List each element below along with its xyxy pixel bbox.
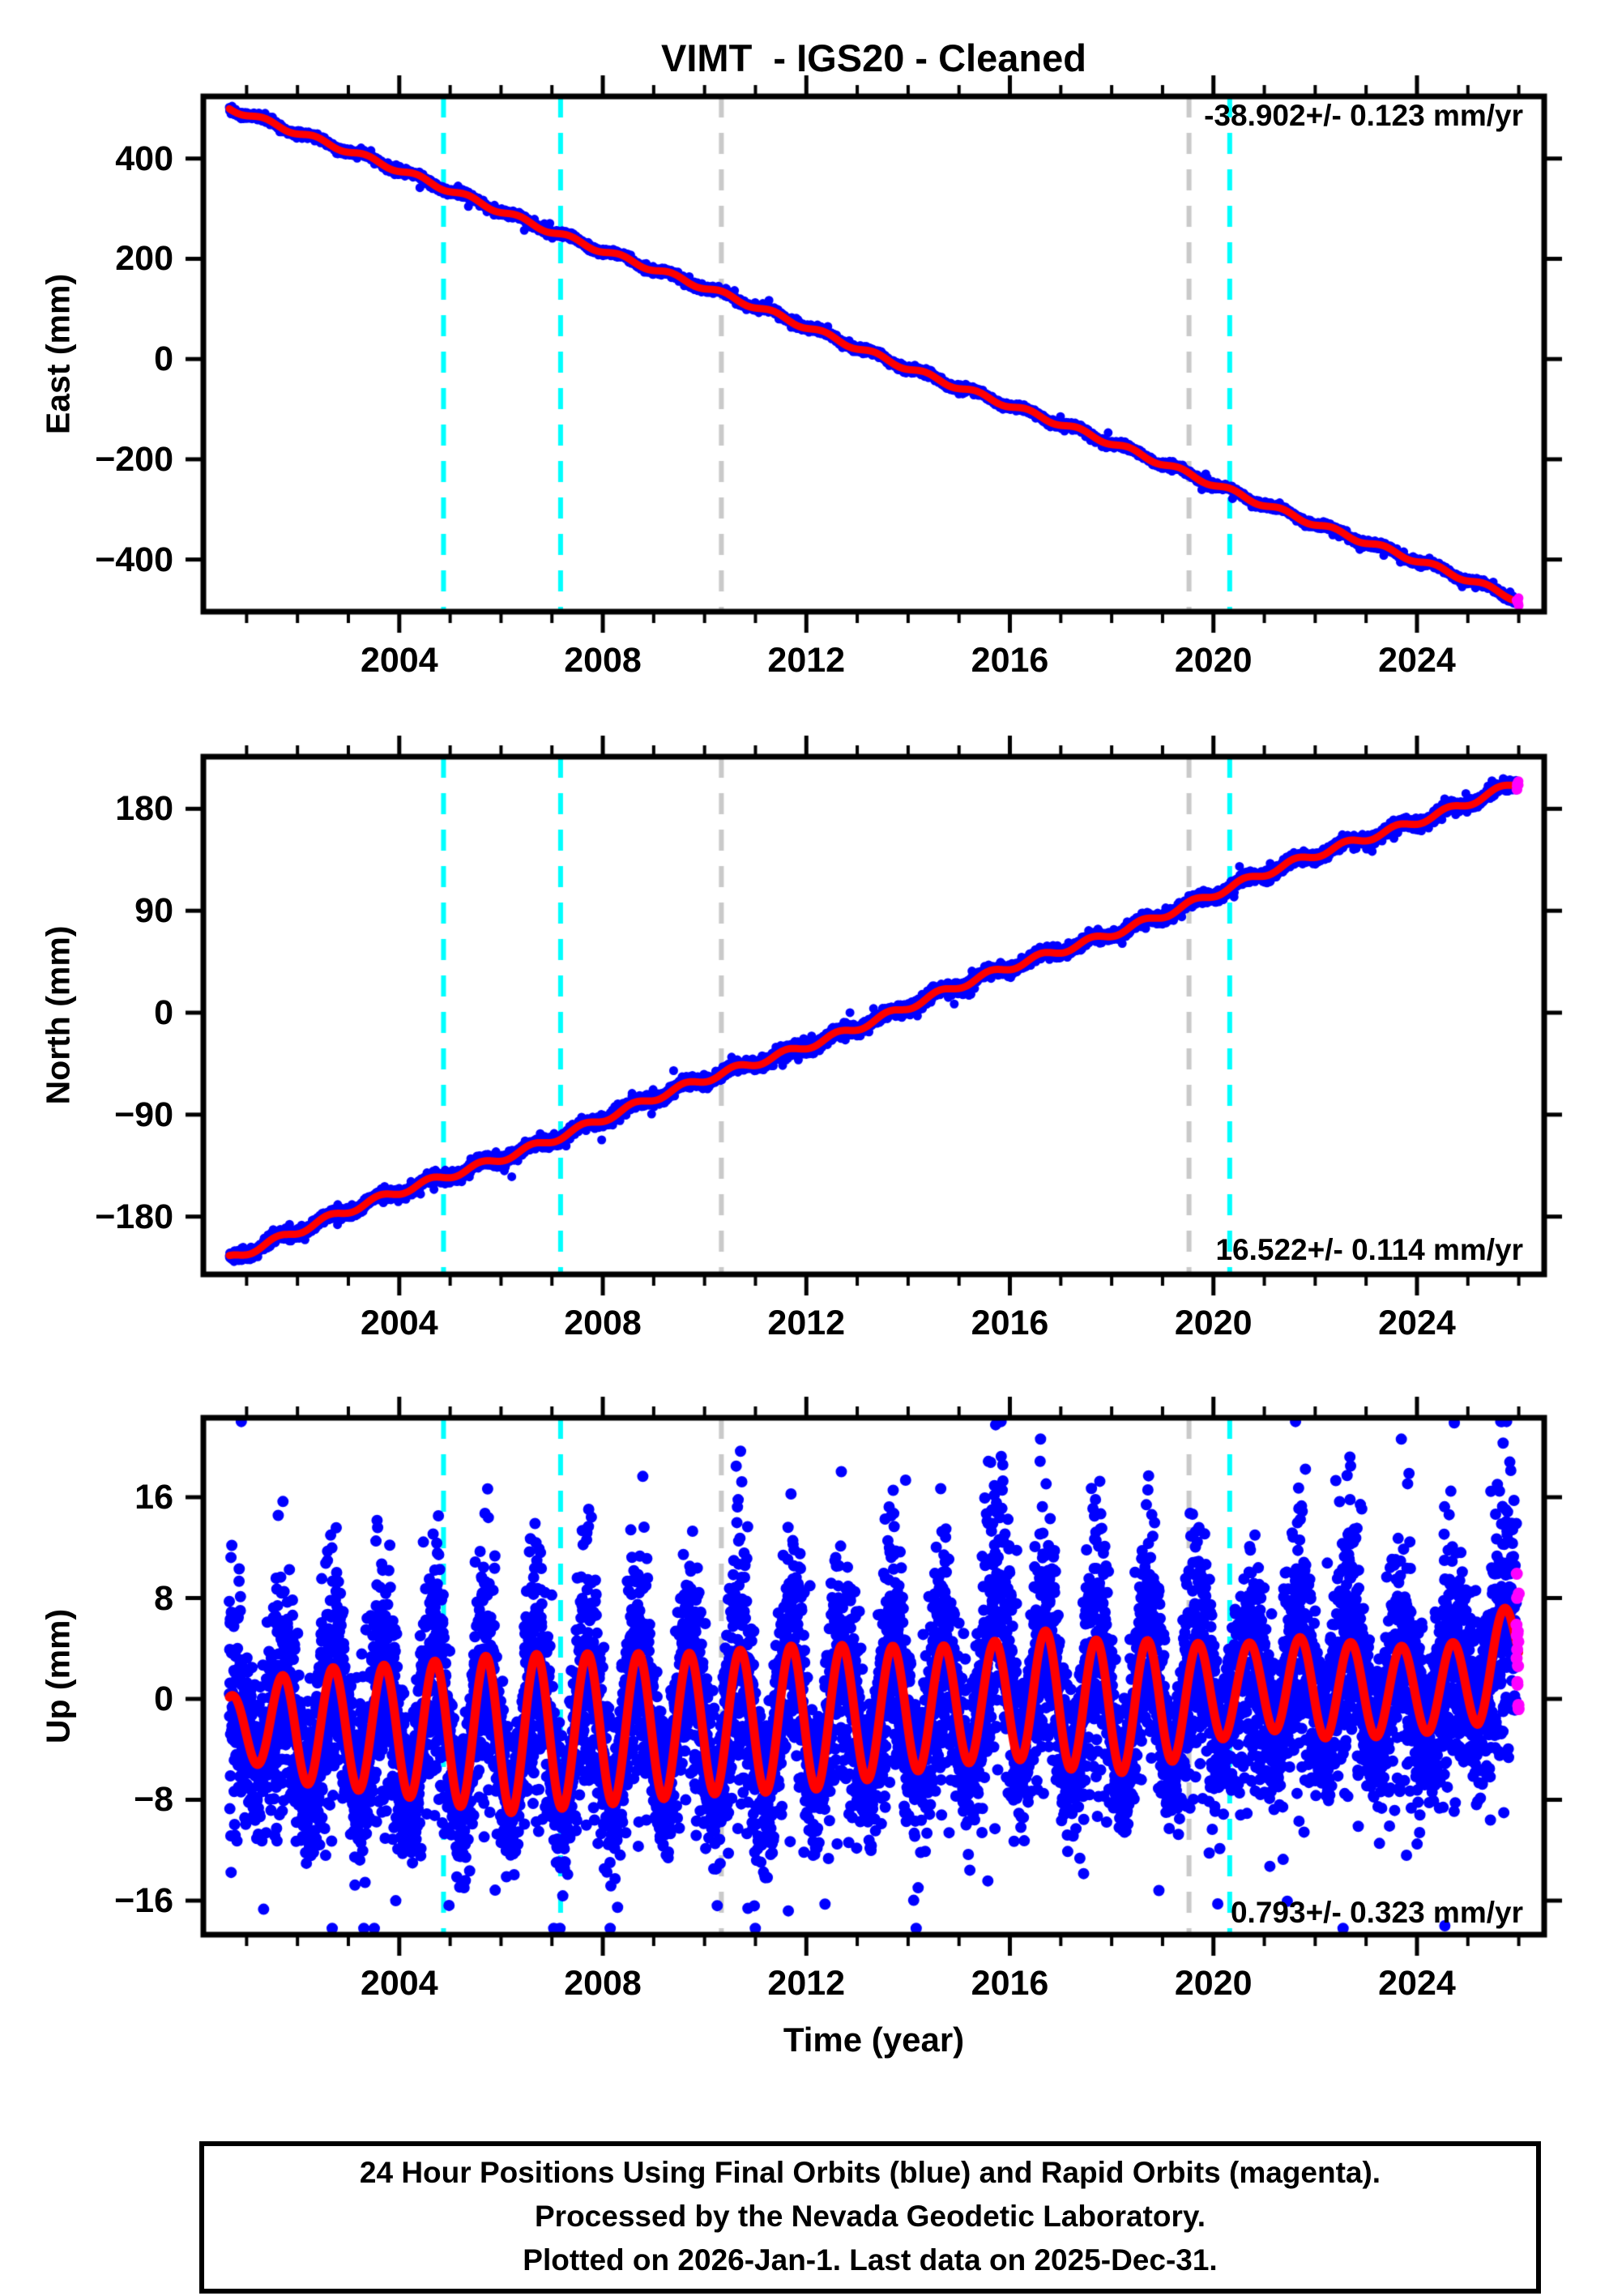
caption-line-processed-by: Processed by the Nevada Geodetic Laborat… [535,2200,1206,2233]
y-tick-label: −90 [114,1095,173,1134]
y-tick-label: 180 [115,789,173,829]
rate-annotation-up: 0.793+/- 0.323 mm/yr [1230,1896,1523,1929]
x-tick-label: 2024 [1378,1304,1456,1342]
y-tick-label: −16 [114,1880,173,1920]
x-tick-label: 2004 [360,1304,438,1342]
x-tick-label: 2004 [360,1964,438,2003]
y-tick-label: 0 [154,1679,173,1718]
x-tick-label: 2012 [767,1964,846,2003]
x-axis-label: Time (year) [783,2021,965,2059]
x-tick-label: 2012 [767,641,846,680]
y-tick-label: −200 [95,439,173,479]
x-tick-label: 2016 [971,1964,1049,2003]
x-tick-label: 2020 [1174,1304,1253,1342]
y-tick-label: −400 [95,540,173,579]
rate-annotation-east: -38.902+/- 0.123 mm/yr [1204,99,1523,132]
x-tick-label: 2008 [564,641,642,680]
x-tick-label: 2008 [564,1964,642,2003]
caption-line-orbits: 24 Hour Positions Using Final Orbits (bl… [359,2156,1381,2189]
y-tick-label: −180 [95,1197,173,1236]
x-tick-label: 2004 [360,641,438,680]
y-axis-label-up: Up (mm) [39,1608,77,1744]
caption-line-plotted-on: Plotted on 2026-Jan-1. Last data on 2025… [523,2243,1218,2277]
y-tick-label: 0 [154,993,173,1032]
x-tick-label: 2016 [971,641,1049,680]
figure-title: VIMT - IGS20 - Cleaned [661,36,1086,79]
y-tick-label: −8 [133,1780,173,1820]
x-tick-label: 2012 [767,1304,846,1342]
y-tick-label: 8 [154,1578,173,1618]
caption-box: 24 Hour Positions Using Final Orbits (bl… [199,2141,1541,2294]
y-tick-label: 400 [115,139,173,178]
y-tick-label: 200 [115,239,173,279]
y-tick-label: 16 [134,1478,173,1517]
x-tick-label: 2016 [971,1304,1049,1342]
x-tick-label: 2020 [1174,1964,1253,2003]
y-tick-label: 90 [134,891,173,931]
rate-annotation-north: 16.522+/- 0.114 mm/yr [1215,1233,1523,1266]
x-tick-label: 2020 [1174,641,1253,680]
x-tick-label: 2024 [1378,641,1456,680]
x-tick-label: 2008 [564,1304,642,1342]
y-tick-label: 0 [154,339,173,379]
x-tick-label: 2024 [1378,1964,1456,2003]
